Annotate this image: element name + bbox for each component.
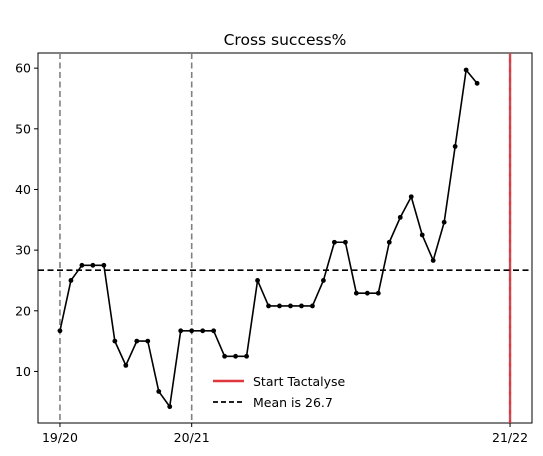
x-tick-label: 21/22 <box>492 430 528 445</box>
data-point <box>233 353 239 359</box>
data-point <box>386 239 392 245</box>
data-point <box>375 290 381 296</box>
data-point <box>178 328 184 334</box>
y-tick-label: 50 <box>15 121 31 136</box>
data-point <box>310 303 315 309</box>
data-point <box>189 328 195 334</box>
data-point <box>57 328 63 334</box>
y-tick-label: 30 <box>15 243 31 258</box>
data-point <box>441 219 447 225</box>
data-point <box>79 262 85 268</box>
data-point <box>408 194 414 200</box>
data-point <box>68 278 74 283</box>
data-point <box>134 338 140 344</box>
data-point <box>101 262 107 268</box>
data-point <box>90 262 96 268</box>
data-point <box>123 362 129 368</box>
data-point <box>342 239 348 245</box>
data-point <box>145 338 151 344</box>
chart-title: Cross success% <box>224 31 347 49</box>
legend-frame <box>206 368 366 414</box>
data-point <box>430 258 436 263</box>
y-tick-label: 10 <box>15 364 31 379</box>
x-tick-label: 20/21 <box>174 430 210 445</box>
data-point <box>364 290 370 296</box>
data-point <box>353 290 359 296</box>
data-point <box>463 67 469 73</box>
data-point <box>332 239 337 245</box>
data-point <box>200 328 206 334</box>
data-point <box>167 404 173 410</box>
data-point <box>474 80 480 86</box>
data-point <box>277 303 282 309</box>
y-tick-label: 40 <box>15 182 31 197</box>
data-point <box>112 338 118 344</box>
y-tick-label: 20 <box>15 303 31 318</box>
legend: Start Tactalyse Mean is 26.7 <box>206 368 366 414</box>
data-point <box>156 389 162 394</box>
data-point <box>288 303 293 309</box>
legend-label-start: Start Tactalyse <box>253 374 346 389</box>
plot-area: 10 20 30 40 50 60 19/20 20/21 21/22 <box>15 52 533 445</box>
data-point <box>321 278 326 283</box>
data-point <box>244 353 249 359</box>
x-tick-label: 19/20 <box>42 430 78 445</box>
data-point <box>211 328 217 334</box>
data-point <box>266 303 271 309</box>
legend-label-mean: Mean is 26.7 <box>253 395 333 410</box>
data-point <box>452 144 458 149</box>
data-point <box>299 303 304 309</box>
data-point <box>222 353 228 359</box>
data-point <box>255 278 260 283</box>
y-tick-label: 60 <box>15 61 31 76</box>
series-line <box>59 69 478 408</box>
data-point <box>419 232 425 238</box>
axes-frame <box>37 52 533 424</box>
data-point <box>397 214 403 220</box>
